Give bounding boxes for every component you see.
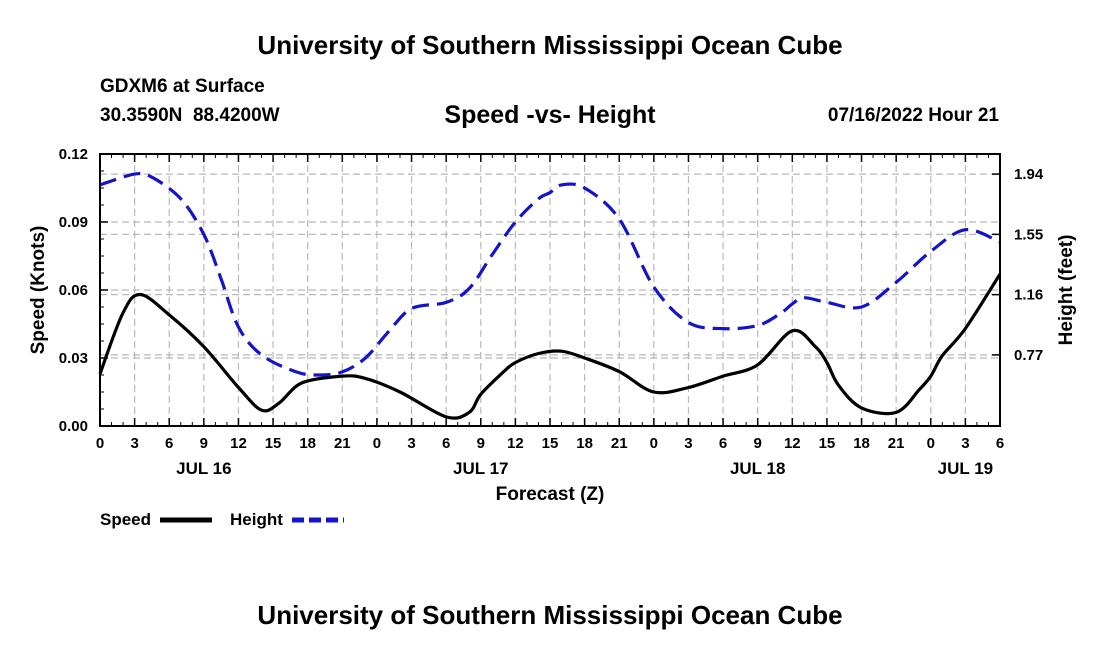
legend-label-speed: Speed (100, 510, 151, 529)
x-tick-label: 12 (230, 435, 247, 452)
x-tick-label: 3 (130, 435, 138, 452)
y-tick-label: 0.06 (59, 282, 88, 299)
x-tick-label: 21 (611, 435, 628, 452)
station-label: GDXM6 at Surface (100, 76, 265, 97)
date-label: JUL 19 (938, 459, 993, 478)
y-tick-label: 0.12 (59, 146, 88, 163)
date-label: JUL 17 (453, 459, 508, 478)
y2-tick-label: 1.55 (1014, 226, 1043, 243)
x-tick-label: 15 (819, 435, 836, 452)
x-tick-label: 3 (407, 435, 415, 452)
x-tick-label: 6 (165, 435, 173, 452)
x-tick-label: 9 (477, 435, 485, 452)
x-tick-label: 0 (373, 435, 381, 452)
x-tick-label: 3 (961, 435, 969, 452)
y-tick-label: 0.03 (59, 350, 88, 367)
x-tick-label: 21 (888, 435, 905, 452)
x-tick-label: 0 (96, 435, 104, 452)
x-tick-label: 9 (200, 435, 208, 452)
coordinates-label: 30.3590N 88.4200W (100, 105, 280, 126)
y-tick-label: 0.00 (59, 418, 88, 435)
y-axis-label: Speed (Knots) (28, 226, 49, 355)
x-tick-label: 6 (719, 435, 727, 452)
legend: Speed Height (100, 510, 344, 529)
x-tick-label: 18 (299, 435, 316, 452)
x-tick-label: 12 (784, 435, 801, 452)
x-tick-label: 3 (684, 435, 692, 452)
y2-tick-label: 1.16 (1014, 287, 1043, 304)
date-label: JUL 18 (730, 459, 785, 478)
series-line-speed (98, 273, 1002, 420)
legend-label-height: Height (230, 510, 283, 529)
x-tick-label: 6 (442, 435, 450, 452)
x-tick-label: 6 (996, 435, 1004, 452)
x-tick-label: 18 (853, 435, 870, 452)
series-line-height (99, 171, 1001, 377)
x-tick-label: 9 (754, 435, 762, 452)
y2-axis-label: Height (feet) (1056, 235, 1077, 346)
x-tick-label: 0 (650, 435, 658, 452)
x-tick-label: 15 (265, 435, 282, 452)
x-tick-label: 12 (507, 435, 524, 452)
y2-tick-label: 1.94 (1014, 166, 1044, 183)
forecast-datetime: 07/16/2022 Hour 21 (827, 105, 999, 126)
x-tick-label: 21 (334, 435, 351, 452)
chart-subtitle: Speed -vs- Height (444, 101, 656, 129)
footer-title: University of Southern Mississippi Ocean… (257, 600, 843, 630)
x-axis-label: Forecast (Z) (496, 484, 605, 505)
date-label: JUL 16 (176, 459, 231, 478)
y-tick-label: 0.09 (59, 214, 88, 231)
x-tick-label: 18 (576, 435, 593, 452)
y2-tick-label: 0.77 (1014, 347, 1043, 364)
x-tick-label: 15 (542, 435, 559, 452)
x-tick-label: 0 (927, 435, 935, 452)
page-title: University of Southern Mississippi Ocean… (257, 30, 843, 60)
